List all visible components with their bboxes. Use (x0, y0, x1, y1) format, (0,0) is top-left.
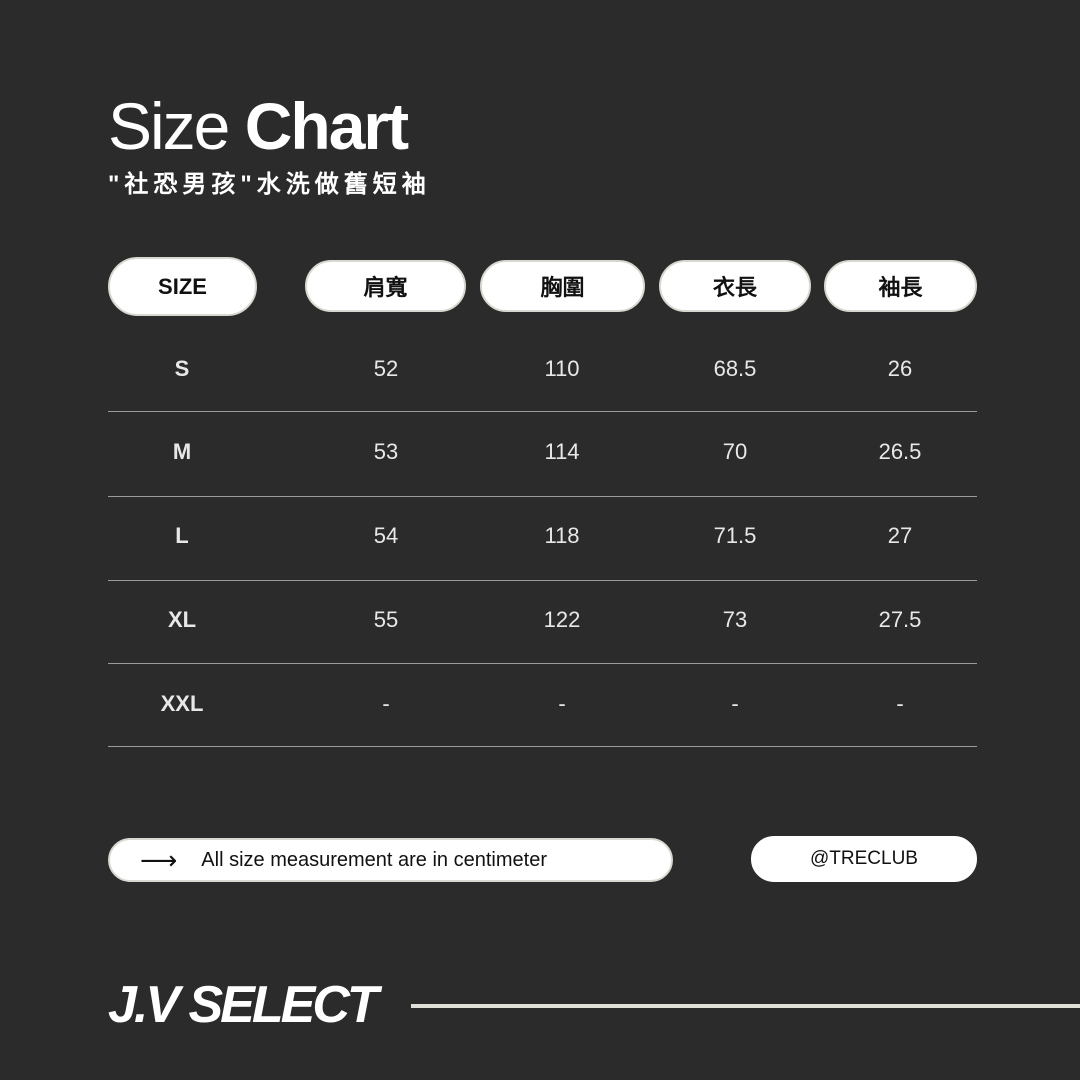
unit-note-text: All size measurement are in centimeter (201, 848, 547, 871)
measurement-cell: 27 (887, 523, 913, 548)
column-header: SIZE (108, 257, 257, 316)
brand-logo: J.V SELECT (108, 976, 379, 1034)
arrow-right-icon: ⟶ (140, 844, 178, 875)
measurement-cell: 114 (544, 439, 580, 464)
measurement-cell: - (731, 691, 739, 716)
unit-note: ⟶ All size measurement are in centimeter (108, 838, 673, 882)
measurement-cell: 73 (722, 607, 748, 632)
measurement-cell: 71.5 (713, 523, 757, 548)
measurement-cell: 70 (722, 439, 748, 464)
column-header: 胸圍 (480, 260, 645, 312)
row-divider (108, 746, 977, 747)
column-header: 衣長 (659, 260, 811, 312)
social-handle: @TRECLUB (751, 836, 977, 882)
product-subtitle: "社恐男孩"水洗做舊短袖 (108, 171, 431, 198)
title-bold: Chart (244, 89, 409, 163)
measurement-cell: 27.5 (878, 607, 922, 632)
row-divider (108, 496, 977, 497)
row-divider (108, 663, 977, 664)
measurement-cell: - (558, 691, 566, 716)
size-label: XXL (160, 691, 204, 716)
measurement-cell: 118 (544, 523, 580, 548)
measurement-cell: 68.5 (713, 356, 757, 381)
measurement-cell: 26 (887, 356, 913, 381)
row-divider (108, 411, 977, 412)
measurement-cell: 55 (373, 607, 399, 632)
size-label: XL (167, 607, 197, 632)
measurement-cell: 122 (543, 607, 581, 632)
measurement-cell: 53 (373, 439, 399, 464)
row-divider (108, 580, 977, 581)
column-header: 袖長 (824, 260, 977, 312)
title-light: Size (108, 89, 230, 163)
column-header: 肩寬 (305, 260, 466, 312)
measurement-cell: 110 (544, 356, 580, 381)
measurement-cell: 26.5 (878, 439, 922, 464)
measurement-cell: 52 (373, 356, 399, 381)
page-title: Size Chart (108, 86, 409, 166)
measurement-cell: - (896, 691, 904, 716)
measurement-cell: 54 (373, 523, 399, 548)
size-label: L (175, 523, 189, 548)
size-label: M (172, 439, 192, 464)
divider (411, 1004, 1080, 1008)
size-label: S (174, 356, 190, 381)
measurement-cell: - (382, 691, 390, 716)
